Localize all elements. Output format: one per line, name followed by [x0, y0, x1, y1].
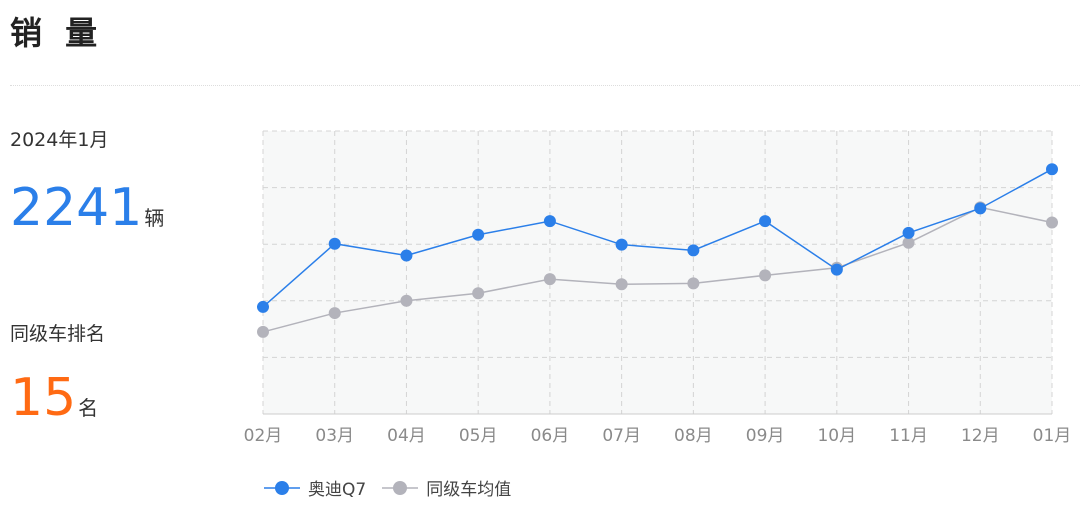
x-tick-label: 01月	[1033, 426, 1072, 446]
series-point-0	[759, 215, 772, 228]
series-point-0	[472, 228, 485, 241]
x-tick-label: 03月	[315, 426, 354, 446]
rank-value: 15	[10, 368, 77, 428]
series-point-1	[687, 277, 700, 290]
x-tick-label: 06月	[531, 426, 570, 446]
series-point-1	[257, 325, 269, 338]
rank-label: 同级车排名	[10, 323, 106, 345]
series-point-1	[1046, 216, 1058, 229]
x-tick-label: 12月	[961, 426, 1000, 446]
series-point-0	[1046, 163, 1058, 176]
sales-unit: 辆	[144, 206, 165, 230]
series-point-0	[543, 215, 556, 228]
series-point-0	[257, 300, 269, 313]
series-point-0	[830, 263, 843, 276]
x-tick-label: 04月	[387, 426, 426, 446]
series-point-1	[543, 273, 556, 286]
series-point-0	[400, 249, 413, 262]
chart-legend: 奥迪Q7 同级车均值	[262, 475, 511, 500]
series-point-1	[902, 236, 915, 249]
series-point-0	[902, 226, 915, 239]
series-point-0	[615, 238, 628, 251]
rank-unit: 名	[78, 396, 99, 420]
title-divider	[10, 85, 1080, 86]
sales-figure: 2241 辆	[10, 182, 164, 234]
legend-swatch-audi-q7	[264, 480, 300, 495]
series-line-1	[262, 206, 1053, 333]
legend-label-audi-q7: 奥迪Q7	[308, 480, 367, 500]
x-tick-label: 09月	[746, 426, 785, 446]
legend-label-segment-average: 同级车均值	[426, 480, 512, 500]
series-point-1	[472, 287, 485, 300]
series-line-0	[262, 168, 1053, 308]
series-point-1	[759, 269, 772, 282]
legend-item-audi-q7[interactable]: 奥迪Q7	[262, 475, 366, 500]
month-label: 2024年1月	[10, 129, 109, 151]
series-point-0	[974, 202, 987, 215]
x-tick-label: 08月	[674, 426, 713, 446]
legend-swatch-segment-average	[382, 480, 419, 495]
x-tick-label: 07月	[602, 426, 641, 446]
x-tick-label: 11月	[889, 426, 928, 446]
sales-value: 2241	[10, 178, 143, 238]
series-point-1	[615, 278, 628, 291]
x-tick-label: 10月	[817, 426, 856, 446]
series-point-0	[687, 244, 700, 257]
series-point-1	[328, 307, 341, 320]
rank-figure: 15 名	[10, 372, 98, 424]
legend-item-segment-average[interactable]: 同级车均值	[380, 475, 511, 500]
plot-area	[263, 131, 1052, 414]
series-point-1	[400, 294, 413, 307]
x-tick-label: 02月	[244, 426, 283, 446]
x-tick-label: 05月	[459, 426, 498, 446]
series-point-0	[328, 237, 341, 250]
page-title: 销 量	[10, 14, 104, 52]
